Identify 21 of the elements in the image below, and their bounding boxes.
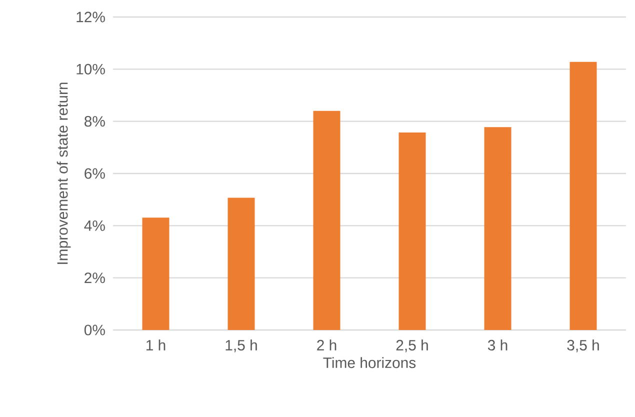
y-axis-title: Improvement of state return — [56, 82, 71, 264]
y-tick-label: 8% — [84, 116, 105, 127]
x-tick-label: 3 h — [488, 340, 508, 350]
bar — [570, 62, 597, 330]
y-tick-label: 12% — [76, 12, 105, 22]
x-tick-label: 2,5 h — [396, 340, 428, 352]
bar — [484, 127, 512, 330]
y-tick-label: 6% — [84, 168, 105, 179]
x-axis-title: Time horizons — [323, 357, 416, 368]
y-tick-label: 0% — [84, 324, 105, 336]
bar — [142, 218, 170, 330]
y-tick-label: 10% — [76, 64, 105, 74]
y-tick-label: 4% — [84, 220, 105, 231]
y-tick-label: 2% — [84, 272, 105, 284]
bar — [398, 132, 426, 330]
bar — [228, 198, 255, 330]
x-tick-label: 1,5 h — [226, 340, 257, 352]
x-tick-label: 3,5 h — [567, 340, 599, 352]
x-tick-label: 2 h — [317, 340, 336, 350]
x-tick-label: 1 h — [146, 340, 166, 350]
bar — [313, 110, 340, 330]
